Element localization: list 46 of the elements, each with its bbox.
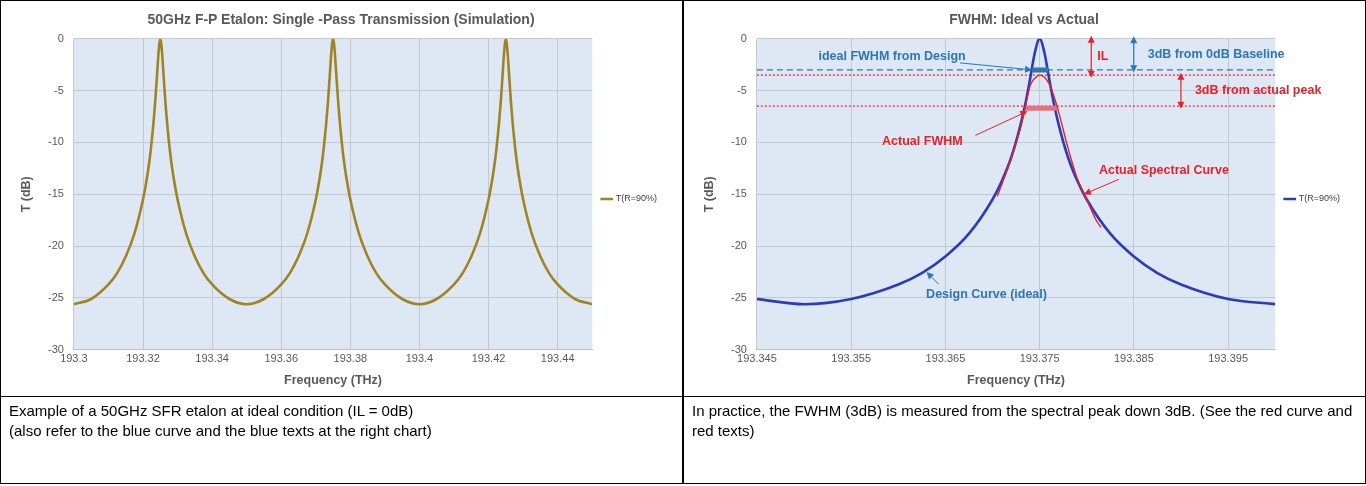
y-axis-title: T (dB) [701, 176, 716, 213]
y-axis-title: T (dB) [18, 176, 33, 213]
y-tick-label: -20 [730, 239, 747, 252]
x-axis-title: Frequency (THz) [967, 372, 1066, 387]
x-tick-label: 193.42 [471, 352, 506, 365]
y-tick-label: -15 [730, 187, 747, 200]
y-tick-label: -10 [47, 135, 64, 148]
x-tick-label: 193.375 [1019, 352, 1060, 365]
text: (also refer to the blue curve and the blue texts at the right chart) [9, 421, 433, 441]
y-tick-label: -30 [730, 342, 747, 355]
x-tick-label: 193.365 [925, 352, 966, 365]
x-tick-label: 193.385 [1113, 352, 1154, 365]
x-tick-label: 193.3 [60, 352, 88, 365]
legend-label: T(R=90%) [1298, 193, 1341, 204]
annotation: 3dB from actual peak [1194, 83, 1322, 98]
annotation: Design Curve (ideal) [926, 286, 1047, 301]
y-tick-label: -20 [47, 239, 64, 252]
legend-label: T(R=90%) [615, 193, 658, 204]
text: In practice, the FWHM (3dB) is measured from the spectral peak down 3dB. (See the red curve and red texts) [692, 401, 1354, 441]
chart-title: 50GHz F-P Etalon: Single -Pass Transmission (Simulation) [147, 11, 535, 28]
y-tick-label: -25 [730, 291, 747, 303]
x-tick-label: 193.36 [264, 352, 299, 365]
y-tick-label: 0 [57, 31, 64, 44]
x-tick-label: 193.4 [405, 352, 434, 365]
annotation: IL [1097, 49, 1109, 64]
annotation: Actual Spectral Curve [1098, 162, 1229, 177]
chart-title: FWHM: Ideal vs Actual [949, 11, 1099, 28]
y-tick-label: -10 [730, 135, 747, 148]
y-tick-label: -5 [737, 83, 747, 96]
annotation: Actual FWHM [882, 133, 963, 148]
x-tick-label: 193.32 [126, 352, 160, 365]
y-tick-label: -25 [47, 291, 64, 303]
annotation: ideal FWHM from Design [818, 49, 966, 64]
y-tick-label: -15 [47, 187, 64, 200]
x-tick-label: 193.38 [333, 352, 368, 365]
x-axis-title: Frequency (THz) [284, 372, 383, 387]
x-tick-label: 193.395 [1208, 352, 1248, 365]
text: Example of a 50GHz SFR etalon at ideal condition (IL = 0dB) [9, 401, 415, 421]
x-tick-label: 193.44 [540, 352, 575, 365]
annotation: 3dB from 0dB Baseline [1147, 46, 1285, 61]
y-tick-label: 0 [740, 31, 747, 44]
y-tick-label: -30 [47, 342, 64, 355]
x-tick-label: 193.34 [195, 352, 229, 365]
y-tick-label: -5 [54, 83, 64, 96]
x-tick-label: 193.345 [737, 352, 777, 365]
x-tick-label: 193.355 [831, 352, 872, 365]
